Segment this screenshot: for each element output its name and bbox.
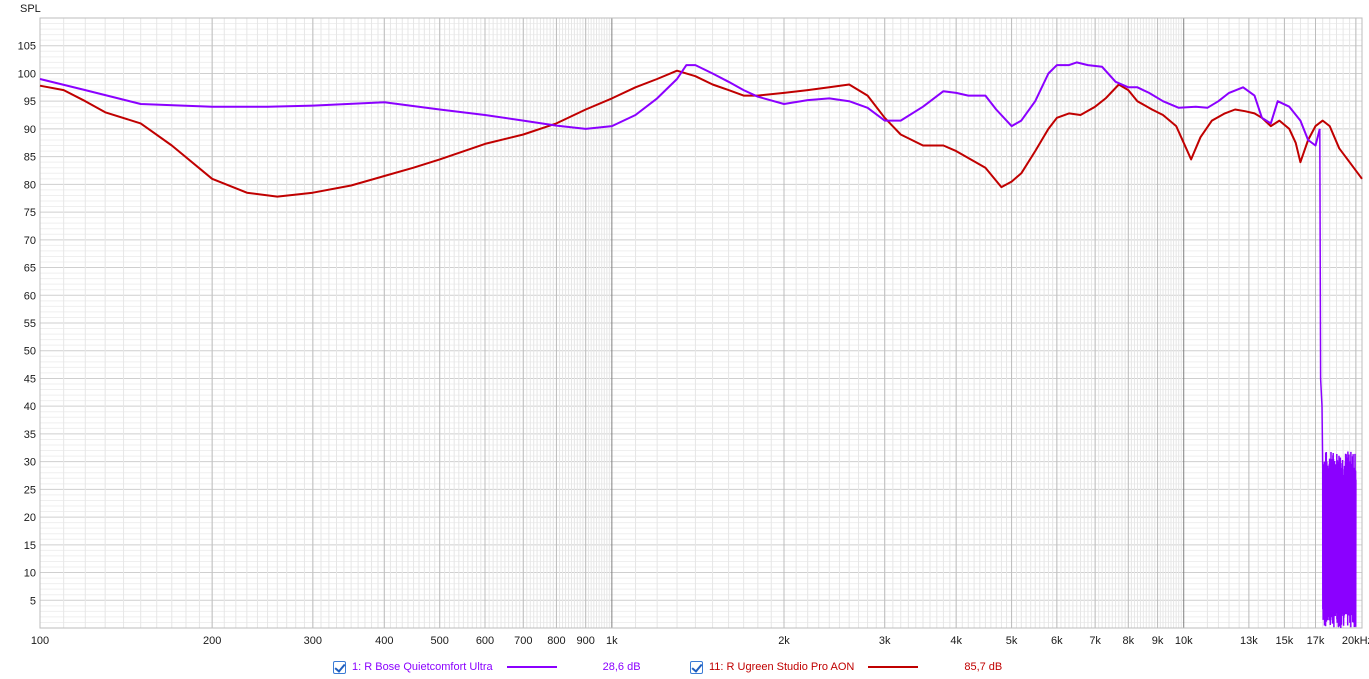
y-tick-label: 30 <box>24 457 36 469</box>
series-line <box>39 61 1321 147</box>
y-tick-label: 40 <box>24 401 36 413</box>
x-tick-label: 5k <box>1006 635 1018 647</box>
y-tick-label: 75 <box>24 207 36 219</box>
legend-value-1: 28,6 dB <box>602 661 641 673</box>
legend-swatch-2 <box>868 666 919 668</box>
y-tick-label: 105 <box>18 41 36 53</box>
y-tick-label: 60 <box>24 290 36 302</box>
y-tick-label: 15 <box>24 540 36 552</box>
x-tick-label: 6k <box>1051 635 1063 647</box>
x-tick-label: 700 <box>514 635 532 647</box>
x-tick-label: 13k <box>1240 635 1258 647</box>
x-tick-label: 600 <box>476 635 494 647</box>
x-tick-label: 20kHz <box>1342 635 1369 647</box>
y-tick-label: 55 <box>24 318 36 330</box>
y-axis-title: SPL <box>20 3 41 15</box>
y-tick-label: 80 <box>24 179 36 191</box>
y-tick-label: 10 <box>24 568 36 580</box>
grid-lines <box>39 17 1363 629</box>
x-tick-label: 800 <box>547 635 565 647</box>
y-tick-label: 5 <box>30 595 36 607</box>
x-tick-label: 3k <box>879 635 891 647</box>
plot-frame <box>39 17 1363 629</box>
x-tick-label: 2k <box>778 635 790 647</box>
legend-checkbox-2[interactable] <box>690 660 703 674</box>
legend-value-2: 85,7 dB <box>964 661 1003 673</box>
x-tick-label: 200 <box>203 635 221 647</box>
y-tick-label: 85 <box>24 152 36 164</box>
legend-swatch-1 <box>506 666 557 668</box>
y-tick-label: 90 <box>24 124 36 136</box>
x-tick-label: 7k <box>1089 635 1101 647</box>
x-tick-label: 100 <box>31 635 49 647</box>
legend-checkbox-1[interactable] <box>333 660 346 674</box>
y-tick-label: 100 <box>18 68 36 80</box>
y-tick-label: 35 <box>24 429 36 441</box>
x-tick-label: 4k <box>950 635 962 647</box>
x-tick-label: 10k <box>1175 635 1193 647</box>
x-tick-label: 17k <box>1307 635 1325 647</box>
x-tick-label: 500 <box>431 635 449 647</box>
legend-label-1: 1: R Bose Quietcomfort Ultra <box>352 661 493 673</box>
axis-labels: 5 10 15 20 25 30 35 40 45 50 55 60 65 70 75 80 85 90 95 100… <box>18 41 1369 647</box>
legend-label-2: 11: R Ugreen Studio Pro AON <box>709 661 855 673</box>
legend-item-2[interactable]: 11: R Ugreen Studio Pro AON 85,7 dB <box>690 658 1002 676</box>
x-tick-label: 1k <box>606 635 618 647</box>
series-tail-noise <box>1319 128 1357 629</box>
x-tick-label: 9k <box>1152 635 1164 647</box>
x-tick-label: 300 <box>304 635 322 647</box>
legend-item-1[interactable]: 1: R Bose Quietcomfort Ultra 28,6 dB <box>333 658 641 676</box>
series-line <box>39 69 1363 198</box>
y-tick-label: 45 <box>24 373 36 385</box>
y-tick-label: 20 <box>24 512 36 524</box>
y-tick-label: 70 <box>24 235 36 247</box>
x-tick-label: 900 <box>577 635 595 647</box>
y-tick-label: 50 <box>24 346 36 358</box>
y-tick-label: 25 <box>24 484 36 496</box>
x-tick-label: 15k <box>1276 635 1294 647</box>
x-tick-label: 400 <box>375 635 393 647</box>
y-tick-label: 65 <box>24 263 36 275</box>
x-tick-label: 8k <box>1122 635 1134 647</box>
series-lines <box>39 61 1363 629</box>
y-tick-label: 95 <box>24 96 36 108</box>
